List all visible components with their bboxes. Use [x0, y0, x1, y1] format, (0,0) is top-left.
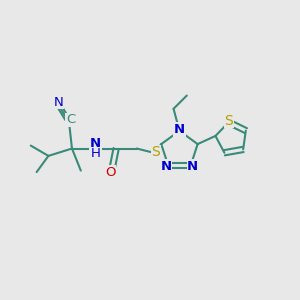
Text: C: C [66, 113, 75, 126]
Text: O: O [105, 166, 116, 178]
Text: S: S [152, 146, 160, 159]
Text: H: H [91, 147, 100, 160]
Text: N: N [54, 95, 64, 109]
Text: N: N [174, 123, 185, 136]
Text: N: N [160, 160, 171, 173]
Text: S: S [224, 114, 233, 128]
Text: N: N [187, 160, 198, 173]
Text: N: N [90, 137, 101, 150]
